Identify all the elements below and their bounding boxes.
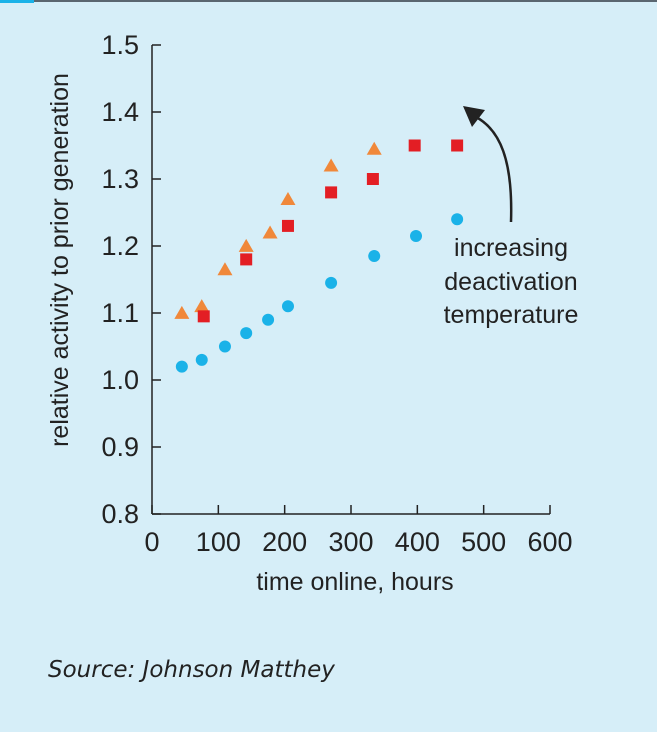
triangle-point xyxy=(262,225,278,239)
annotation-arrowhead xyxy=(463,106,485,127)
y-axis-ticks: 0.8 0.9 1.0 1.1 1.2 1.3 1.4 1.5 xyxy=(101,30,161,529)
square-point xyxy=(240,253,253,266)
x-tick-label: 200 xyxy=(262,527,307,557)
circle-point xyxy=(195,353,208,366)
triangle-point xyxy=(366,141,382,155)
x-tick-label: 500 xyxy=(461,527,506,557)
x-axis-title: time online, hours xyxy=(256,568,453,596)
y-tick-label: 1.1 xyxy=(101,298,139,328)
annotation-line-2: deactivation xyxy=(444,268,577,296)
top-rule xyxy=(0,0,657,2)
y-tick-label: 0.8 xyxy=(101,499,139,529)
x-axis-ticks: 0 100 200 300 400 500 600 xyxy=(144,505,573,557)
x-tick-label: 400 xyxy=(395,527,440,557)
triangle-point xyxy=(174,305,190,319)
x-tick-label: 0 xyxy=(144,527,159,557)
circle-point xyxy=(218,340,231,353)
square-point xyxy=(325,186,338,199)
x-tick-label: 600 xyxy=(527,527,572,557)
circle-point xyxy=(281,300,294,313)
triangle-point xyxy=(194,299,210,313)
y-tick-label: 0.9 xyxy=(101,432,139,462)
square-point xyxy=(281,219,294,232)
data-points xyxy=(174,139,464,373)
x-tick-label: 100 xyxy=(196,527,241,557)
triangle-point xyxy=(217,262,233,276)
top-accent-bar xyxy=(0,0,34,3)
circle-point xyxy=(368,250,381,263)
square-point xyxy=(366,173,379,185)
square-point xyxy=(451,139,464,152)
triangle-point xyxy=(238,238,254,252)
source-caption: Source: Johnson Matthey xyxy=(48,657,335,683)
circle-point xyxy=(175,360,188,373)
circle-point xyxy=(410,229,423,242)
y-tick-label: 1.5 xyxy=(101,30,139,60)
y-tick-label: 1.0 xyxy=(101,365,139,395)
circle-point xyxy=(451,213,464,226)
annotation-arrow xyxy=(475,115,513,223)
annotation-line-1: increasing xyxy=(454,234,568,262)
x-tick-label: 300 xyxy=(328,527,373,557)
y-tick-label: 1.3 xyxy=(101,164,139,194)
circle-point xyxy=(240,327,253,340)
y-tick-label: 1.2 xyxy=(101,231,139,261)
y-tick-label: 1.4 xyxy=(101,97,139,127)
y-axis-title: relative activity to prior generation xyxy=(46,73,74,447)
annotation-line-3: temperature xyxy=(444,301,579,329)
annotation: increasing deactivation temperature xyxy=(444,106,579,329)
triangle-point xyxy=(280,191,296,205)
chart: 0 100 200 300 400 500 600 0.8 0.9 1.0 1.1 1.2 1.3 1.… xyxy=(46,30,579,596)
circle-point xyxy=(262,313,275,326)
circle-point xyxy=(325,276,338,289)
triangle-point xyxy=(323,158,339,172)
square-point xyxy=(197,310,210,323)
square-point xyxy=(408,139,421,152)
